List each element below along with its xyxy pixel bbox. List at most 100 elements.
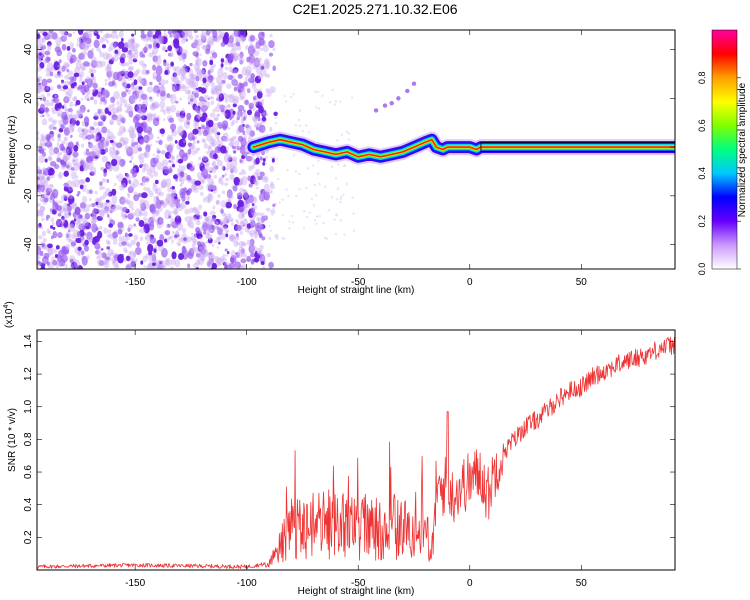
noise-blob xyxy=(231,119,236,125)
noise-blob xyxy=(67,204,72,213)
x-tick-label: -100 xyxy=(237,578,257,589)
noise-blob xyxy=(212,185,217,192)
noise-blob xyxy=(61,79,64,84)
noise-blob xyxy=(111,153,118,160)
noise-blob xyxy=(56,254,63,263)
noise-blob xyxy=(220,58,225,63)
noise-blob xyxy=(246,223,251,230)
noise-speck xyxy=(305,124,308,127)
noise-blob xyxy=(193,120,199,130)
noise-blob xyxy=(210,85,218,94)
snr-exponent-power: 4 xyxy=(3,305,10,309)
noise-blob xyxy=(71,96,77,102)
noise-blob xyxy=(60,35,67,42)
noise-blob xyxy=(156,150,161,154)
noise-blob xyxy=(121,47,129,53)
noise-blob xyxy=(148,96,153,100)
noise-blob xyxy=(194,92,199,98)
noise-blob xyxy=(37,37,44,46)
noise-blob xyxy=(57,66,65,73)
noise-blob xyxy=(204,162,209,170)
noise-blob xyxy=(67,80,72,85)
noise-blob xyxy=(103,261,110,269)
noise-blob xyxy=(254,181,258,186)
noise-blob xyxy=(235,235,240,241)
noise-blob xyxy=(168,215,172,219)
noise-blob xyxy=(198,246,204,254)
noise-blob xyxy=(100,114,107,121)
noise-blob xyxy=(113,182,117,187)
noise-blob xyxy=(77,246,82,252)
noise-blob xyxy=(116,205,122,211)
noise-blob xyxy=(53,61,60,71)
noise-blob xyxy=(130,36,136,43)
noise-speck xyxy=(284,100,288,103)
noise-speck xyxy=(283,95,286,98)
noise-blob xyxy=(112,107,118,114)
noise-blob xyxy=(236,145,240,151)
noise-blob xyxy=(230,168,234,174)
noise-blob xyxy=(193,214,201,220)
noise-blob xyxy=(207,177,214,184)
noise-blob xyxy=(106,239,110,245)
noise-blob xyxy=(38,154,45,164)
noise-speck xyxy=(288,227,291,230)
noise-blob xyxy=(103,90,110,98)
noise-blob xyxy=(149,81,153,86)
noise-blob xyxy=(242,218,249,225)
noise-blob xyxy=(211,138,217,147)
noise-blob xyxy=(252,65,256,70)
noise-speck xyxy=(289,95,293,99)
noise-blob xyxy=(160,107,165,113)
noise-blob xyxy=(39,205,46,213)
noise-blob xyxy=(108,70,114,78)
noise-speck xyxy=(345,130,349,133)
noise-blob xyxy=(116,100,120,106)
noise-blob xyxy=(74,114,80,120)
noise-blob xyxy=(249,175,256,185)
noise-blob xyxy=(235,218,239,223)
noise-blob xyxy=(209,95,213,100)
noise-blob xyxy=(181,84,187,92)
noise-blob xyxy=(121,197,129,204)
noise-blob xyxy=(182,227,186,234)
noise-blob xyxy=(211,52,218,59)
noise-blob xyxy=(51,32,58,40)
noise-blob xyxy=(202,197,207,203)
noise-blob xyxy=(174,234,179,238)
noise-blob xyxy=(181,130,187,140)
noise-blob xyxy=(202,60,208,67)
noise-speck xyxy=(342,193,345,197)
noise-blob xyxy=(127,38,134,48)
noise-blob xyxy=(111,114,119,121)
noise-blob xyxy=(228,142,234,147)
noise-blob xyxy=(178,177,182,182)
noise-blob xyxy=(206,258,214,269)
noise-blob xyxy=(192,119,196,123)
noise-blob xyxy=(173,209,179,216)
noise-blob xyxy=(141,77,147,87)
noise-blob xyxy=(215,236,221,244)
noise-blob xyxy=(219,104,225,110)
noise-blob xyxy=(247,197,251,204)
noise-blob xyxy=(171,52,174,57)
noise-speck xyxy=(314,90,317,93)
noise-blob xyxy=(194,180,202,186)
noise-blob xyxy=(220,145,227,154)
noise-blob xyxy=(81,50,88,56)
noise-blob xyxy=(242,170,247,176)
noise-blob xyxy=(246,109,253,116)
noise-blob xyxy=(111,194,118,205)
noise-blob xyxy=(68,186,73,192)
noise-speck xyxy=(276,237,279,241)
x-tick-label: 50 xyxy=(576,277,588,288)
noise-blob xyxy=(172,230,175,235)
noise-blob xyxy=(225,264,232,269)
noise-speck xyxy=(305,215,309,219)
noise-blob xyxy=(53,146,60,155)
streak-point xyxy=(389,100,394,106)
noise-blob xyxy=(80,97,84,101)
noise-blob xyxy=(140,121,148,129)
noise-blob xyxy=(190,249,196,255)
noise-blob xyxy=(182,172,188,178)
